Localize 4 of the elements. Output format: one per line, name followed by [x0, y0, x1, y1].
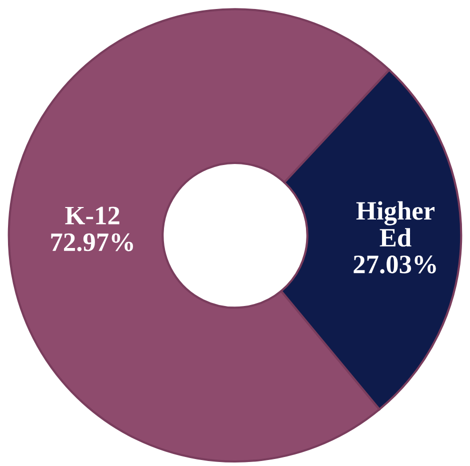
data-label: 72.97%	[51, 233, 133, 252]
data-label: 27.03%	[354, 256, 436, 274]
slice-label: Higher Ed	[356, 201, 435, 247]
slice-label: K-12	[65, 206, 120, 224]
